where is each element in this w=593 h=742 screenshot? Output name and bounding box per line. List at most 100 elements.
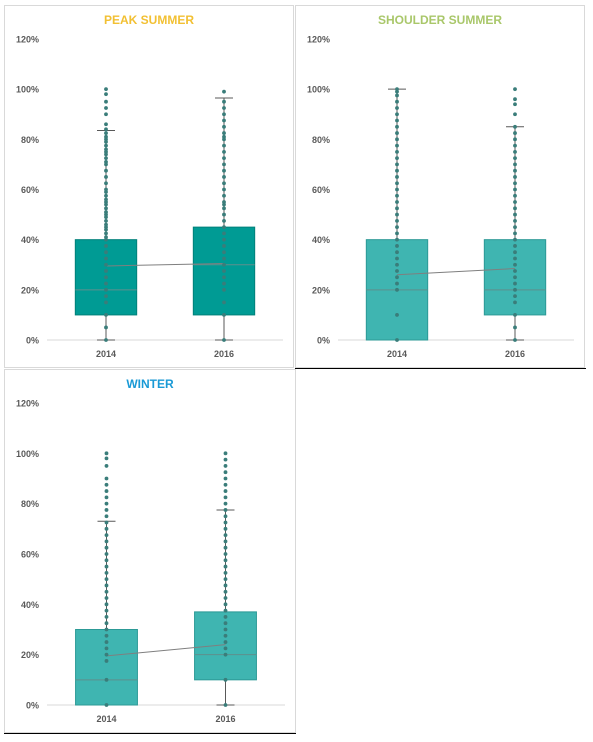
data-point	[395, 162, 399, 167]
data-point	[104, 244, 108, 248]
data-point	[222, 181, 226, 186]
data-point	[513, 244, 517, 248]
data-point	[222, 89, 226, 94]
data-point	[104, 193, 108, 198]
data-point	[222, 212, 226, 217]
data-point	[223, 564, 228, 569]
data-point	[395, 287, 399, 292]
data-point	[395, 93, 399, 98]
data-point	[223, 608, 228, 613]
data-point	[104, 106, 108, 110]
mean-line	[106, 644, 226, 657]
data-point	[104, 175, 108, 179]
peak-summer-panel: PEAK SUMMER 0% 20% 40% 60% 80% 100% 120% 2014 201…	[4, 5, 294, 368]
data-point	[104, 552, 109, 556]
x-tick-label: 2016	[215, 714, 235, 724]
shoulder-summer-chart: SHOULDER SUMMER 0% 20% 40% 60% 80% 100% 120% 201…	[307, 13, 574, 359]
data-point	[104, 338, 108, 342]
data-point	[104, 558, 109, 563]
data-point	[513, 325, 517, 330]
data-point	[395, 338, 399, 342]
data-point	[395, 87, 399, 92]
data-point	[395, 313, 399, 317]
x-tick-label: 2016	[214, 349, 234, 359]
data-point	[223, 508, 228, 512]
data-point	[395, 99, 399, 104]
y-tick-label: 100%	[16, 85, 39, 95]
data-point	[104, 589, 109, 594]
data-point	[513, 131, 517, 135]
data-point	[513, 218, 517, 223]
y-tick-label: 60%	[312, 185, 330, 195]
y-tick-label: 80%	[312, 135, 330, 145]
data-point	[104, 615, 109, 619]
data-point	[104, 112, 108, 117]
data-point	[222, 106, 226, 110]
x-tick-label: 2016	[505, 349, 525, 359]
data-point	[222, 275, 226, 280]
data-point	[223, 640, 228, 644]
data-point	[104, 464, 109, 468]
data-point	[104, 269, 108, 273]
y-tick-label: 100%	[16, 449, 39, 459]
peak-summer-chart: PEAK SUMMER 0% 20% 40% 60% 80% 100% 120% 2014 201…	[16, 13, 283, 359]
data-point	[223, 558, 228, 563]
data-point	[223, 552, 228, 556]
y-tick-label: 80%	[21, 499, 39, 509]
data-point	[104, 325, 108, 330]
data-point	[104, 451, 109, 456]
data-point	[104, 281, 108, 286]
data-point	[395, 281, 399, 286]
data-point	[513, 256, 517, 261]
data-point	[222, 143, 226, 148]
y-tick-label: 120%	[16, 35, 39, 45]
data-point	[513, 137, 517, 142]
data-point	[104, 627, 109, 632]
data-point	[395, 124, 399, 129]
y-tick-label: 20%	[312, 285, 330, 295]
data-point	[223, 615, 228, 619]
data-point	[104, 703, 109, 707]
data-point	[222, 206, 226, 211]
data-point	[395, 149, 399, 154]
y-tick-label: 20%	[21, 650, 39, 660]
data-point	[513, 162, 517, 167]
y-tick-label: 40%	[21, 235, 39, 245]
data-point	[104, 160, 108, 164]
winter-chart: WINTER 0% 20% 40% 60% 80% 100% 120% 2014 2016	[16, 377, 285, 724]
data-point	[223, 602, 228, 607]
data-point	[223, 577, 228, 582]
data-point	[104, 156, 108, 161]
data-point	[222, 262, 226, 267]
data-point	[223, 501, 228, 506]
data-point	[395, 275, 399, 280]
data-point	[222, 269, 226, 273]
data-point	[104, 577, 109, 582]
data-point	[104, 456, 109, 461]
data-point	[223, 457, 228, 462]
data-point	[104, 476, 109, 481]
top-row-divider	[295, 368, 586, 369]
y-tick-label: 40%	[21, 600, 39, 610]
data-point	[222, 168, 226, 173]
data-point	[395, 225, 399, 230]
data-point	[104, 659, 109, 663]
y-tick-label: 0%	[317, 336, 330, 346]
data-point	[104, 539, 109, 544]
x-tick-label: 2014	[96, 714, 116, 724]
data-point	[104, 633, 109, 638]
data-point	[104, 206, 108, 211]
data-point	[223, 495, 228, 500]
data-point	[104, 300, 108, 305]
data-point	[104, 287, 108, 292]
data-point	[222, 187, 226, 192]
data-point	[513, 112, 517, 117]
data-point	[104, 147, 108, 152]
data-point	[395, 131, 399, 135]
data-point	[513, 287, 517, 292]
data-point	[513, 212, 517, 217]
data-point	[104, 495, 109, 500]
data-point	[223, 539, 228, 544]
data-point	[513, 269, 517, 273]
data-point	[513, 200, 517, 204]
